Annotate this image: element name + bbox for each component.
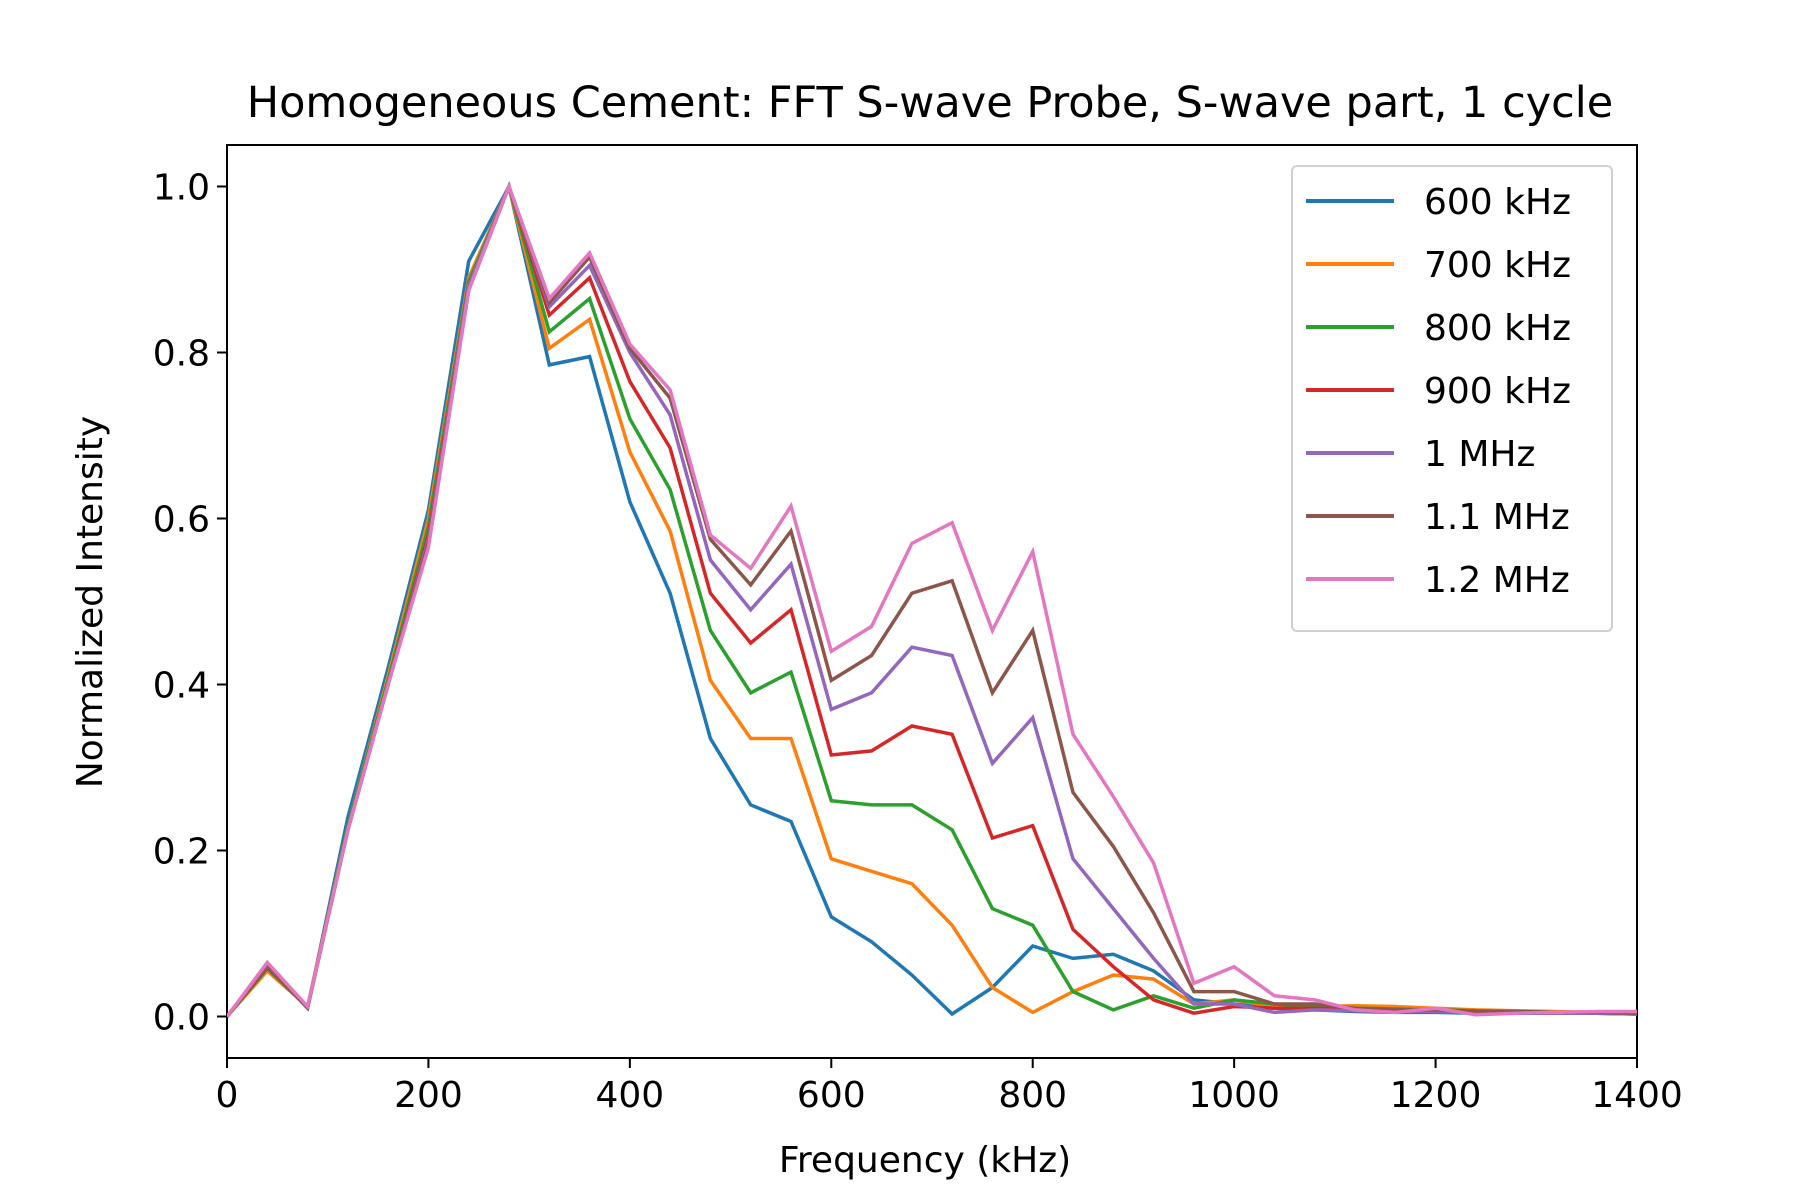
x-axis: 0 200 400 600 800 1000 1200 1400 (216, 1058, 1683, 1116)
x-tick-label: 200 (394, 1075, 463, 1116)
legend-entry: 1 MHz (1424, 434, 1535, 475)
x-tick-label: 1200 (1390, 1075, 1482, 1116)
legend-entry: 1.2 MHz (1424, 560, 1570, 601)
x-axis-label: Frequency (kHz) (779, 1140, 1071, 1181)
legend-entry: 900 kHz (1424, 371, 1571, 412)
y-tick-label: 0.6 (153, 500, 210, 541)
plot-area (226, 144, 1638, 1059)
x-tick-label: 1400 (1591, 1075, 1683, 1116)
y-axis: 0.0 0.2 0.4 0.6 0.8 1.0 (153, 168, 227, 1039)
series-lines (227, 181, 1637, 1018)
x-tick-label: 1000 (1188, 1075, 1280, 1116)
x-tick-label: 800 (998, 1075, 1067, 1116)
x-tick-label: 600 (797, 1075, 866, 1116)
chart-title: Homogeneous Cement: FFT S-wave Probe, S-… (247, 78, 1613, 128)
x-tick-label: 0 (216, 1075, 239, 1116)
y-tick-label: 0.8 (153, 334, 210, 375)
x-tick-label: 400 (595, 1075, 664, 1116)
legend-entry: 600 kHz (1424, 182, 1571, 223)
legend-entry: 1.1 MHz (1424, 497, 1570, 538)
y-tick-label: 1.0 (153, 168, 210, 209)
legend-entry: 800 kHz (1424, 308, 1571, 349)
axes-frame (226, 144, 1638, 1059)
y-axis-label: Normalized Intensity (70, 416, 111, 788)
y-tick-label: 0.2 (153, 832, 210, 873)
legend: 600 kHz 700 kHz 800 kHz 900 kHz 1 MHz 1.1 MHz… (1291, 165, 1613, 632)
y-tick-label: 0.4 (153, 666, 210, 707)
legend-entry: 700 kHz (1424, 245, 1571, 286)
series-line-7 (227, 181, 1637, 1018)
y-tick-label: 0.0 (153, 998, 210, 1039)
